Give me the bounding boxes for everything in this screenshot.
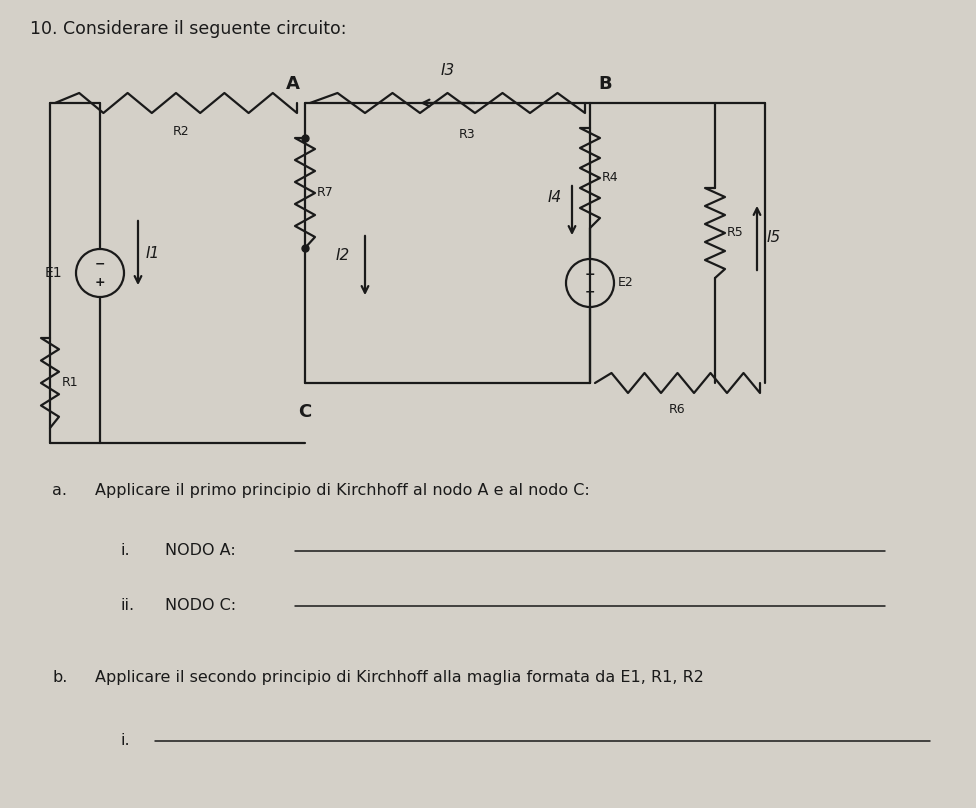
Text: C: C [299,403,311,421]
Text: R5: R5 [727,226,744,239]
Text: R4: R4 [602,171,619,184]
Text: b.: b. [52,670,67,685]
Text: Applicare il secondo principio di Kirchhoff alla maglia formata da E1, R1, R2: Applicare il secondo principio di Kirchh… [95,670,704,685]
Text: R3: R3 [459,128,476,141]
Text: Applicare il primo principio di Kirchhoff al nodo A e al nodo C:: Applicare il primo principio di Kirchhof… [95,483,590,498]
Text: I1: I1 [146,246,160,260]
Text: I5: I5 [767,230,781,246]
Text: 10. Considerare il seguente circuito:: 10. Considerare il seguente circuito: [30,20,346,38]
Text: ii.: ii. [120,598,134,613]
Text: B: B [598,75,612,93]
Text: NODO C:: NODO C: [165,598,236,613]
Text: +: + [95,276,105,288]
Text: +: + [585,267,595,280]
Text: NODO A:: NODO A: [165,543,236,558]
Text: A: A [286,75,300,93]
Text: R1: R1 [62,377,79,389]
Text: E2: E2 [618,276,633,289]
Text: −: − [95,258,105,271]
Text: i.: i. [120,733,130,748]
Text: R7: R7 [317,187,334,200]
Text: i.: i. [120,543,130,558]
Text: I2: I2 [336,248,350,263]
Text: R6: R6 [670,403,686,416]
Text: a.: a. [52,483,67,498]
Text: −: − [585,285,595,298]
Text: E1: E1 [44,266,62,280]
Text: R2: R2 [173,125,189,138]
Text: I4: I4 [548,191,562,205]
Text: I3: I3 [440,63,455,78]
